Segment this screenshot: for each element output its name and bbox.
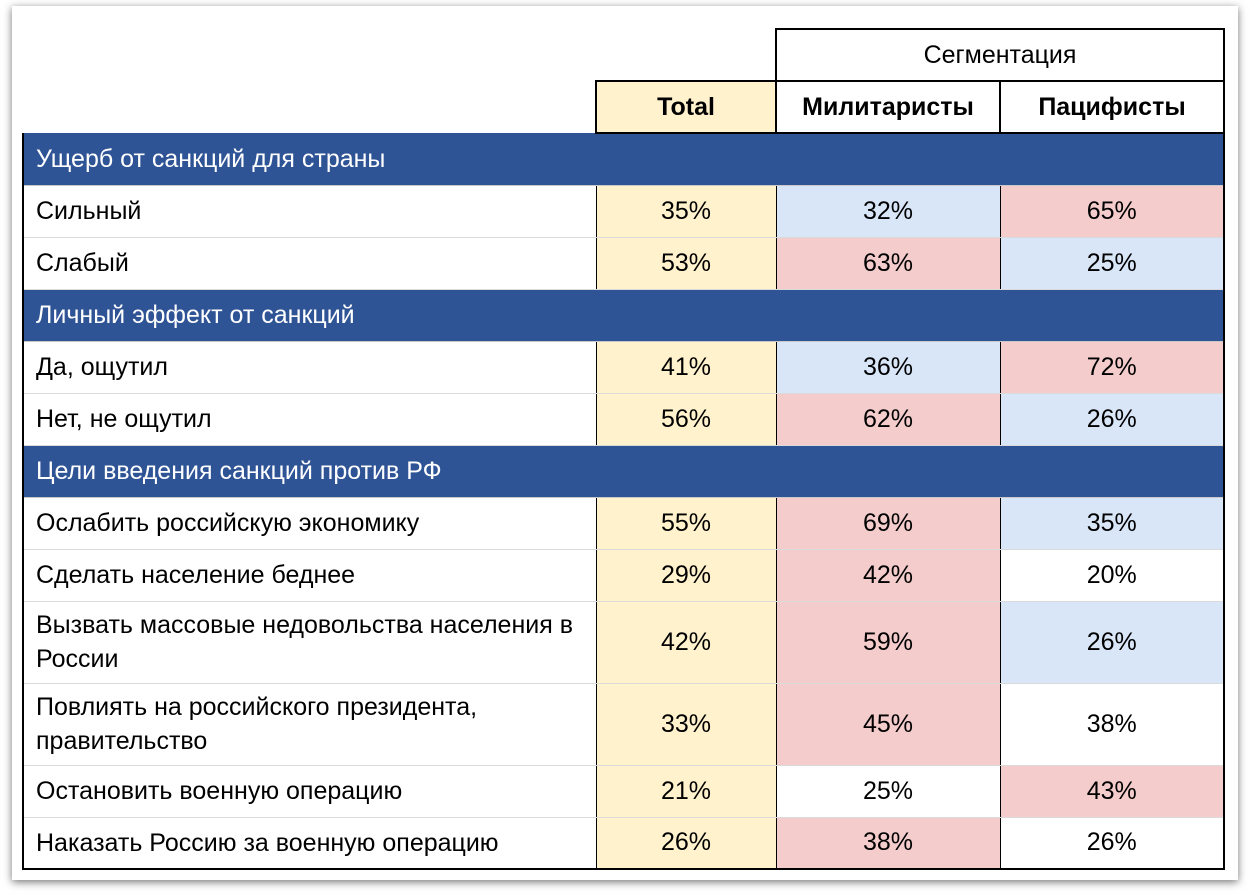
section-title: Цели введения санкций против РФ	[22, 445, 1225, 498]
militarists-value: 59%	[775, 601, 1000, 684]
row-label: Вызвать массовые недовольства населения …	[22, 601, 596, 684]
survey-table: Сегментация Total Милитаристы Пацифисты …	[22, 28, 1225, 870]
table-row: Ослабить российскую экономику 55% 69% 35%	[22, 497, 1225, 550]
row-label: Слабый	[22, 237, 596, 290]
pacifists-value: 26%	[999, 393, 1225, 446]
militarists-value: 25%	[775, 765, 1000, 818]
blank-cell	[23, 29, 596, 81]
table-row: Сильный 35% 32% 65%	[22, 185, 1225, 238]
pacifists-value: 25%	[999, 237, 1225, 290]
row-label: Сильный	[22, 185, 596, 238]
total-value: 33%	[595, 683, 776, 766]
militarists-header: Милитаристы	[775, 80, 1001, 134]
total-value: 21%	[595, 765, 776, 818]
militarists-value: 69%	[775, 497, 1000, 550]
total-value: 29%	[595, 549, 776, 602]
table-body: Ущерб от санкций для страны Сильный 35% 32%…	[22, 133, 1225, 870]
header-row-group: Сегментация	[23, 28, 1225, 82]
militarists-value: 36%	[775, 341, 1000, 394]
total-value: 26%	[595, 817, 776, 870]
header-row-columns: Total Милитаристы Пацифисты	[23, 80, 1225, 134]
section-row: Цели введения санкций против РФ	[22, 445, 1225, 498]
row-label: Повлиять на российского президента, прав…	[22, 683, 596, 766]
militarists-value: 63%	[775, 237, 1000, 290]
table-row: Нет, не ощутил 56% 62% 26%	[22, 393, 1225, 446]
total-value: 42%	[595, 601, 776, 684]
row-label: Ослабить российскую экономику	[22, 497, 596, 550]
militarists-value: 42%	[775, 549, 1000, 602]
segmentation-header: Сегментация	[775, 28, 1225, 82]
pacifists-value: 20%	[999, 549, 1225, 602]
row-label: Да, ощутил	[22, 341, 596, 394]
militarists-value: 62%	[775, 393, 1000, 446]
blank-cell	[596, 29, 776, 81]
total-value: 35%	[595, 185, 776, 238]
militarists-value: 38%	[775, 817, 1000, 870]
table-row: Повлиять на российского президента, прав…	[22, 683, 1225, 766]
section-row: Личный эффект от санкций	[22, 289, 1225, 342]
row-label: Нет, не ощутил	[22, 393, 596, 446]
pacifists-header: Пацифисты	[999, 80, 1225, 134]
section-title: Ущерб от санкций для страны	[22, 133, 1225, 186]
pacifists-value: 43%	[999, 765, 1225, 818]
total-header: Total	[595, 80, 777, 134]
section-title: Личный эффект от санкций	[22, 289, 1225, 342]
table-row: Остановить военную операцию 21% 25% 43%	[22, 765, 1225, 818]
section-row: Ущерб от санкций для страны	[22, 133, 1225, 186]
total-value: 55%	[595, 497, 776, 550]
pacifists-value: 26%	[999, 817, 1225, 870]
row-label: Сделать население беднее	[22, 549, 596, 602]
pacifists-value: 35%	[999, 497, 1225, 550]
blank-cell	[23, 81, 596, 133]
row-label: Остановить военную операцию	[22, 765, 596, 818]
militarists-value: 32%	[775, 185, 1000, 238]
total-value: 56%	[595, 393, 776, 446]
table-row: Вызвать массовые недовольства населения …	[22, 601, 1225, 684]
pacifists-value: 38%	[999, 683, 1225, 766]
table-row: Сделать население беднее 29% 42% 20%	[22, 549, 1225, 602]
row-label: Наказать Россию за военную операцию	[22, 817, 596, 870]
pacifists-value: 26%	[999, 601, 1225, 684]
pacifists-value: 65%	[999, 185, 1225, 238]
pacifists-value: 72%	[999, 341, 1225, 394]
total-value: 53%	[595, 237, 776, 290]
table-row: Наказать Россию за военную операцию 26% 38…	[22, 817, 1225, 870]
total-value: 41%	[595, 341, 776, 394]
table-row: Да, ощутил 41% 36% 72%	[22, 341, 1225, 394]
table-row: Слабый 53% 63% 25%	[22, 237, 1225, 290]
militarists-value: 45%	[775, 683, 1000, 766]
